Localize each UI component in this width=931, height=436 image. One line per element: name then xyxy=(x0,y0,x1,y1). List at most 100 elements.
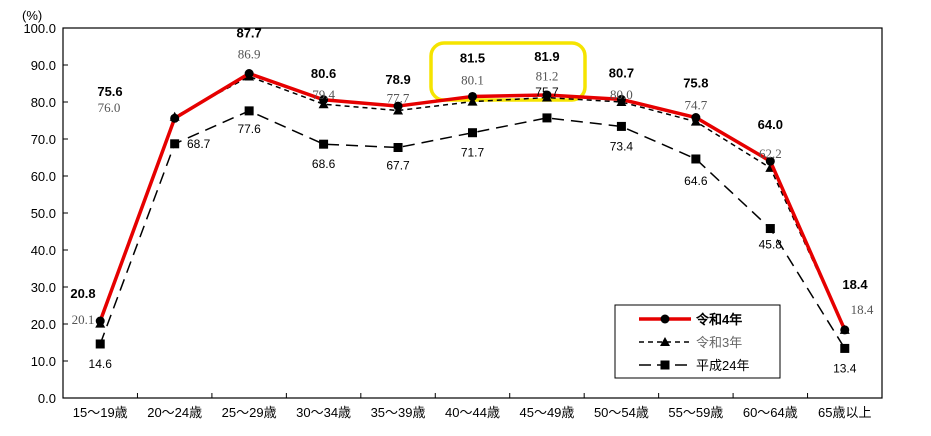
legend-label: 令和3年 xyxy=(696,335,742,350)
y-tick-label: 10.0 xyxy=(31,354,56,369)
square-marker xyxy=(170,139,180,149)
y-axis-unit-label: (%) xyxy=(22,8,42,23)
y-tick-label: 20.0 xyxy=(31,317,56,332)
legend-item: 令和3年 xyxy=(639,335,742,350)
square-marker xyxy=(542,113,552,123)
series-reiwa3 xyxy=(95,71,850,334)
data-label-heisei24: 75.7 xyxy=(535,85,559,99)
square-marker xyxy=(319,139,329,149)
x-tick-label: 40～44歳 xyxy=(445,405,500,420)
legend-label: 令和4年 xyxy=(696,312,742,327)
series-heisei24 xyxy=(95,106,850,353)
x-tick-label: 50～54歳 xyxy=(594,405,649,420)
circle-marker xyxy=(244,69,254,79)
data-label-reiwa4: 81.9 xyxy=(534,49,559,64)
x-tick-label: 30～34歳 xyxy=(296,405,351,420)
x-tick-label: 20～24歳 xyxy=(147,405,202,420)
y-tick-label: 30.0 xyxy=(31,280,56,295)
x-tick-label: 35～39歳 xyxy=(371,405,426,420)
data-label-reiwa3: 77.7 xyxy=(387,91,410,106)
data-label-reiwa4: 80.6 xyxy=(311,66,336,81)
data-label-reiwa3: 18.4 xyxy=(851,302,874,317)
highlight-box xyxy=(429,41,587,102)
circle-marker xyxy=(393,101,403,111)
data-label-reiwa3: 74.7 xyxy=(684,98,707,113)
data-label-heisei24: 67.7 xyxy=(386,159,410,173)
legend-circle-marker xyxy=(660,314,670,324)
circle-marker xyxy=(170,113,180,123)
data-labels: 20.8 75.6 87.7 80.6 78.9 81.5 81.9 80.7 75.8 64.0… xyxy=(70,26,874,376)
triangle-marker xyxy=(467,96,478,106)
data-label-reiwa3: 76.0 xyxy=(98,100,121,115)
legend-label: 平成24年 xyxy=(696,358,749,373)
data-label-heisei24: 45.8 xyxy=(759,238,783,252)
square-marker xyxy=(765,224,775,234)
legend-square-marker xyxy=(660,360,670,370)
legend-item: 令和4年 xyxy=(639,312,742,327)
square-marker xyxy=(95,339,105,349)
data-label-reiwa3: 86.9 xyxy=(238,46,261,61)
y-tick-label: 80.0 xyxy=(31,95,56,110)
data-label-reiwa4: 87.7 xyxy=(236,26,261,41)
data-label-reiwa3: 80.1 xyxy=(461,73,484,88)
circle-marker xyxy=(765,156,775,166)
data-label-heisei24: 77.6 xyxy=(237,122,261,136)
data-label-reiwa4: 80.7 xyxy=(609,65,634,80)
data-label-heisei24: 14.6 xyxy=(89,357,113,371)
data-label-reiwa3: 62.2 xyxy=(759,146,782,161)
y-tick-label: 90.0 xyxy=(31,58,56,73)
circle-marker xyxy=(319,95,329,105)
x-tick-label: 60～64歳 xyxy=(743,405,798,420)
square-marker xyxy=(468,128,477,138)
circle-marker xyxy=(616,94,626,104)
x-tick-label: 25～29歳 xyxy=(222,405,277,420)
y-tick-label: 40.0 xyxy=(31,243,56,258)
x-tick-label: 15～19歳 xyxy=(73,405,128,420)
circle-marker xyxy=(95,316,105,326)
data-label-reiwa3: 79.4 xyxy=(312,87,335,102)
series-layer xyxy=(95,69,850,353)
square-marker xyxy=(244,106,254,116)
data-label-reiwa4: 81.5 xyxy=(460,50,485,65)
data-label-reiwa3: 81.2 xyxy=(536,69,559,84)
circle-marker xyxy=(468,91,477,101)
data-label-heisei24: 73.4 xyxy=(610,139,634,153)
square-marker xyxy=(616,121,626,131)
data-label-heisei24: 13.4 xyxy=(833,361,857,375)
square-marker xyxy=(840,343,850,353)
square-marker xyxy=(393,143,403,153)
y-tick-label: 100.0 xyxy=(23,21,56,36)
data-label-reiwa3: 20.1 xyxy=(72,312,95,327)
y-tick-label: 0.0 xyxy=(38,391,56,406)
legend-triangle-marker xyxy=(660,337,670,346)
square-marker xyxy=(691,154,701,164)
x-tick-label: 55～59歳 xyxy=(668,405,723,420)
y-tick-label: 60.0 xyxy=(31,169,56,184)
series-line xyxy=(98,71,847,331)
series-reiwa4 xyxy=(95,69,850,335)
series-line xyxy=(99,75,846,331)
data-label-reiwa4: 75.6 xyxy=(97,84,122,99)
data-label-reiwa4: 20.8 xyxy=(70,286,95,301)
data-label-reiwa3: 80.0 xyxy=(610,87,633,102)
circle-marker xyxy=(691,113,701,123)
circle-marker xyxy=(542,90,552,100)
data-label-heisei24: 64.6 xyxy=(684,174,708,188)
data-label-reiwa4: 75.8 xyxy=(683,76,708,91)
y-tick-label: 70.0 xyxy=(31,132,56,147)
data-label-heisei24: 68.6 xyxy=(312,157,336,171)
data-label-heisei24: 68.7 xyxy=(187,137,211,151)
y-axis: 0.0 10.0 20.0 30.0 40.0 50.0 60.0 70.0 80.0 90.0 1… xyxy=(23,21,68,406)
plot-area-frame xyxy=(62,27,883,399)
data-label-reiwa4: 64.0 xyxy=(758,117,783,132)
data-label-heisei24: 71.7 xyxy=(461,146,485,160)
data-label-reiwa4: 78.9 xyxy=(385,72,410,87)
x-axis: 15～19歳 20～24歳 25～29歳 30～34歳 35～39歳 40～44歳 45～4… xyxy=(73,393,872,420)
data-label-reiwa4: 18.4 xyxy=(842,277,868,292)
circle-marker xyxy=(840,325,850,335)
y-tick-label: 50.0 xyxy=(31,206,56,221)
legend-item: 平成24年 xyxy=(639,358,749,373)
series-line xyxy=(99,110,846,349)
